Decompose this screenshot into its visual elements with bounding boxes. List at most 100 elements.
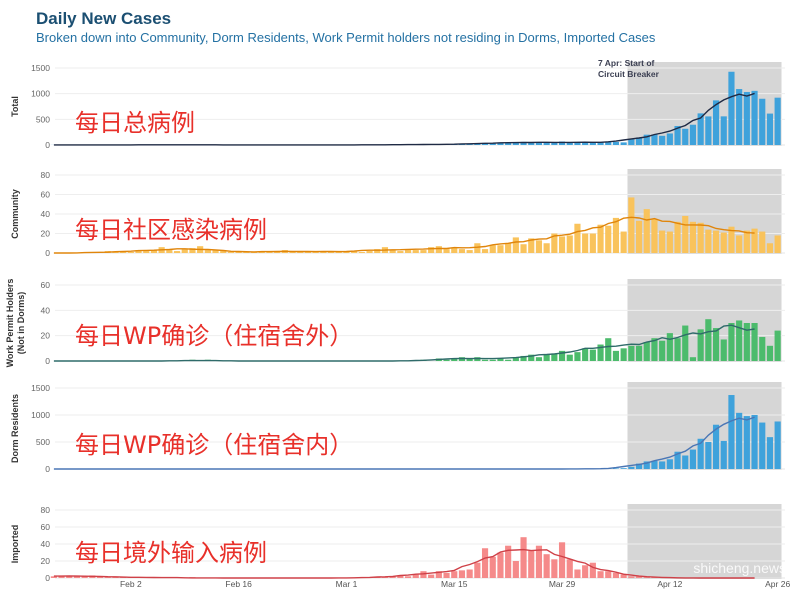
bar: [212, 250, 219, 253]
bar: [404, 576, 412, 578]
bar: [759, 336, 766, 361]
overlay-label-community: 每日社区感染病例: [75, 216, 267, 244]
bar: [551, 233, 558, 253]
bar: [551, 142, 558, 145]
bar: [751, 90, 758, 145]
bar: [412, 574, 419, 578]
bar: [666, 133, 673, 145]
bar: [497, 358, 504, 361]
bar: [466, 358, 473, 361]
bar: [689, 124, 697, 145]
bar: [674, 451, 681, 469]
bar: [635, 345, 643, 361]
bar: [597, 142, 604, 145]
bar: [474, 562, 481, 578]
bar: [574, 569, 581, 578]
bar: [404, 250, 412, 253]
bar: [266, 252, 273, 253]
x-tick-label: Feb 16: [225, 579, 252, 589]
chart-title: Daily New Cases: [36, 9, 172, 28]
bar: [628, 345, 635, 361]
bar: [520, 244, 527, 253]
bar: [659, 230, 666, 253]
bar: [712, 328, 720, 361]
bar: [66, 576, 73, 578]
bar: [566, 142, 573, 145]
y-tick-label: 1500: [31, 383, 50, 393]
bar: [520, 355, 527, 361]
bar: [674, 126, 681, 145]
bar: [766, 113, 774, 145]
y-tick-label: 20: [41, 331, 51, 341]
bar: [243, 252, 250, 253]
bar: [451, 358, 458, 361]
bar: [736, 412, 743, 469]
bar: [173, 251, 181, 253]
bar: [751, 228, 758, 253]
bar: [666, 459, 673, 469]
bar: [743, 230, 750, 253]
bar: [659, 340, 666, 361]
y-tick-label: 80: [41, 170, 51, 180]
bar: [620, 142, 627, 145]
bar: [712, 424, 720, 469]
y-tick-label: 500: [36, 437, 50, 447]
panel-0: 0 500 1000 1500 Total: [10, 62, 785, 150]
bar: [635, 463, 643, 469]
bar: [774, 330, 781, 361]
bar: [497, 142, 504, 145]
y-tick-label: 20: [41, 229, 51, 239]
bar: [481, 249, 489, 253]
x-tick-label: Mar 15: [441, 579, 468, 589]
bar: [397, 251, 404, 253]
bar: [574, 352, 581, 361]
y-tick-label: 20: [41, 556, 51, 566]
y-tick-label: 60: [41, 522, 51, 532]
bar: [612, 350, 620, 361]
bar: [597, 571, 604, 578]
y-tick-label: 1000: [31, 410, 50, 420]
bar: [712, 230, 720, 253]
bar: [58, 576, 65, 578]
y-tick-label: 500: [36, 114, 50, 124]
moving-average-line: [53, 548, 755, 579]
y-tick-label: 60: [41, 190, 51, 200]
bar: [620, 231, 627, 253]
bar: [274, 252, 281, 253]
bar: [774, 421, 781, 469]
y-axis-title: Community: [10, 189, 20, 239]
bar: [651, 460, 658, 469]
bar: [728, 226, 735, 253]
bar: [535, 357, 543, 361]
bar: [497, 245, 504, 253]
annotation-line-2: Circuit Breaker: [598, 69, 659, 79]
moving-average-line: [53, 92, 755, 146]
bar: [235, 252, 242, 253]
bar: [497, 552, 504, 578]
bar: [774, 235, 781, 253]
bar: [720, 116, 727, 145]
bar: [551, 353, 558, 361]
x-tick-label: Apr 26: [765, 579, 790, 589]
bar: [204, 250, 211, 253]
bar: [543, 354, 550, 361]
circuit-breaker-annotation: 7 Apr: Start of Circuit Breaker: [598, 58, 659, 80]
bar: [150, 250, 158, 253]
panel-3: 0 500 1000 1500 Dorm Residents: [10, 382, 785, 474]
y-tick-label: 0: [45, 356, 50, 366]
y-axis-title: Work Permit Holders(Not in Dorms): [5, 279, 26, 368]
bar: [520, 141, 527, 145]
bar: [697, 222, 704, 253]
y-tick-label: 40: [41, 539, 51, 549]
x-tick-label: Feb 2: [120, 579, 142, 589]
bar: [612, 141, 620, 145]
y-axis-title-line: (Not in Dorms): [16, 292, 26, 355]
bar: [112, 252, 119, 253]
bar: [512, 142, 519, 145]
bar: [589, 349, 596, 361]
bar: [766, 243, 774, 253]
bar: [566, 559, 573, 578]
bar: [605, 225, 612, 253]
bar: [659, 135, 666, 145]
bar: [505, 243, 512, 253]
